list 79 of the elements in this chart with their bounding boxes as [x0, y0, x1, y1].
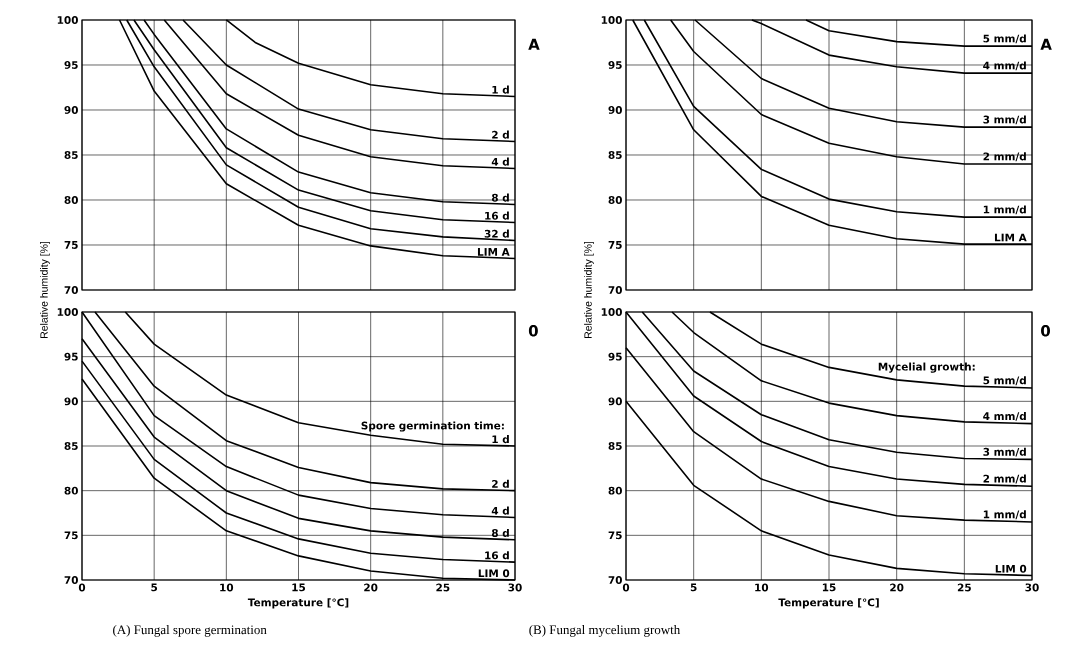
series-label: 3 mm/d: [983, 447, 1026, 457]
x-axis-title: Temperature [°C]: [247, 598, 349, 609]
y-tick-label: 100: [601, 16, 622, 24]
x-tick-label: 0: [78, 583, 86, 592]
series-label: 4 mm/d: [983, 411, 1026, 421]
series-label: 2 d: [492, 479, 509, 488]
x-tick-label: 30: [508, 583, 522, 592]
text: (B) Fungal mycelium growth: [529, 625, 681, 637]
y-tick-label: 90: [64, 106, 78, 114]
series-label: LIM 0: [995, 564, 1027, 573]
series-label: 16 d: [485, 551, 509, 560]
series-label: 2 mm/d: [983, 152, 1026, 162]
text: (A) Fungal spore germination: [113, 625, 267, 637]
x-tick-label: 10: [755, 583, 769, 592]
series-label: 2 d: [492, 130, 509, 139]
y-tick-label: 75: [608, 531, 622, 540]
series-label: 8 d: [491, 528, 509, 537]
series-label: 1 d: [492, 85, 509, 94]
series-label: 1 mm/d: [983, 205, 1026, 215]
series-label: 4 d: [491, 506, 509, 515]
x-tick-label: 0: [622, 583, 630, 592]
series-label: 4 mm/d: [983, 61, 1026, 71]
series-label: 5 mm/d: [983, 376, 1026, 386]
series-label: 2 mm/d: [983, 474, 1026, 484]
series-label: LIM A: [477, 248, 510, 256]
x-tick-label: 15: [822, 583, 836, 592]
y-tick-label: 85: [64, 442, 78, 450]
text: 0: [528, 325, 538, 337]
series-label: 5 mm/d: [983, 34, 1026, 44]
x-tick-label: 15: [292, 583, 306, 592]
y-tick-label: 100: [57, 16, 78, 24]
y-tick-label: 70: [64, 576, 78, 584]
y-tick-label: 80: [64, 486, 78, 495]
y-tick-label: 95: [608, 352, 622, 361]
text: A: [528, 38, 540, 50]
x-tick-label: 20: [364, 583, 378, 592]
series-label: 4 d: [491, 157, 509, 166]
y-tick-label: 75: [64, 241, 78, 249]
y-tick-label: 80: [608, 196, 622, 204]
series-label: LIM A: [994, 233, 1027, 242]
y-tick-label: 95: [608, 61, 622, 69]
y-axis-title: Relative humidity [%]: [584, 241, 594, 338]
series-label: 16 d: [485, 211, 509, 220]
x-axis-title: Temperature [°C]: [778, 598, 879, 609]
y-tick-label: 70: [608, 576, 622, 584]
series-label: 1 d: [492, 435, 509, 444]
x-tick-label: 30: [1025, 583, 1039, 592]
y-tick-label: 75: [64, 531, 78, 540]
x-tick-label: 10: [220, 583, 234, 592]
x-tick-label: 25: [436, 583, 450, 592]
y-tick-label: 90: [64, 397, 78, 406]
x-tick-label: 25: [957, 583, 971, 592]
series-label: 32 d: [484, 229, 509, 238]
series-label: 8 d: [491, 193, 509, 202]
x-tick-label: 5: [690, 583, 697, 592]
series-label: LIM 0: [478, 569, 510, 578]
y-tick-label: 70: [608, 286, 622, 294]
text: A: [1040, 38, 1052, 50]
y-tick-label: 75: [608, 241, 622, 249]
y-tick-label: 100: [601, 308, 622, 316]
text: 0: [1041, 325, 1050, 337]
y-tick-label: 95: [64, 61, 78, 69]
y-tick-label: 90: [608, 397, 622, 406]
y-tick-label: 95: [64, 352, 78, 361]
legend-title: Mycelial growth:: [878, 362, 975, 373]
y-tick-label: 85: [608, 442, 622, 450]
y-tick-label: 85: [608, 151, 622, 159]
y-tick-label: 80: [64, 196, 78, 204]
y-tick-label: 90: [608, 106, 622, 114]
y-axis-title: Relative humidity [%]: [40, 241, 50, 338]
series-label: 3 mm/d: [983, 115, 1026, 125]
y-tick-label: 100: [57, 308, 78, 316]
series-label: 1 mm/d: [983, 510, 1026, 520]
x-tick-label: 20: [890, 583, 904, 592]
y-tick-label: 80: [608, 486, 622, 495]
x-tick-label: 5: [151, 583, 158, 592]
y-tick-label: 85: [64, 151, 78, 159]
y-tick-label: 70: [64, 286, 78, 294]
legend-title: Spore germination time:: [361, 421, 504, 432]
